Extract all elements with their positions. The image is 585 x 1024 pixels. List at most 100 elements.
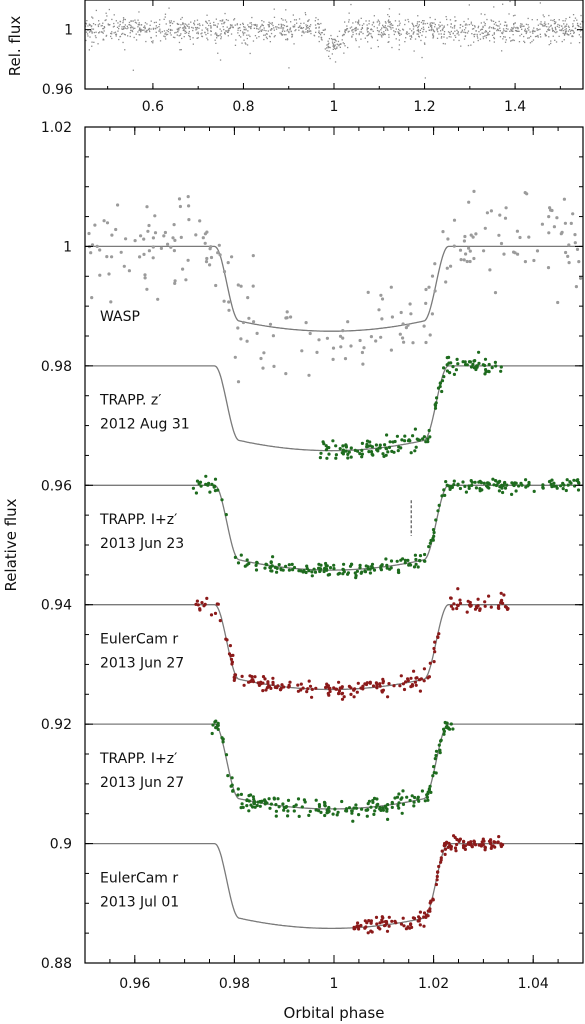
data-point: [353, 448, 357, 452]
top-data-point: [407, 18, 409, 21]
top-data-point: [347, 46, 349, 49]
top-data-point: [387, 20, 389, 22]
top-data-point: [387, 29, 389, 31]
data-point: [432, 530, 436, 535]
top-data-point: [421, 27, 423, 30]
data-point: [306, 687, 310, 691]
top-data-point: [132, 28, 134, 30]
top-data-point: [138, 29, 140, 31]
top-data-point: [124, 24, 126, 26]
top-data-point: [244, 26, 246, 28]
data-point: [561, 487, 565, 491]
data-point: [488, 268, 492, 272]
top-data-point: [493, 6, 495, 8]
data-point: [310, 570, 314, 574]
top-data-point: [506, 30, 508, 32]
data-point: [344, 809, 348, 813]
top-data-point: [404, 23, 406, 26]
top-data-point: [578, 42, 581, 44]
data-point: [381, 681, 385, 685]
top-data-point: [273, 29, 275, 31]
top-data-point: [315, 27, 317, 29]
top-data-point: [453, 39, 455, 41]
data-point: [409, 676, 413, 680]
top-data-point: [200, 33, 202, 35]
data-point: [318, 456, 322, 460]
top-data-point: [432, 34, 434, 36]
data-point: [398, 332, 402, 336]
series-label: TRAPP. z′: [99, 393, 161, 409]
top-data-point: [201, 32, 203, 34]
top-data-point: [124, 34, 126, 36]
top-data-point: [561, 25, 563, 27]
data-point: [402, 687, 407, 692]
top-data-point: [256, 37, 258, 39]
top-data-point: [408, 21, 410, 23]
data-point: [395, 795, 400, 799]
top-data-point: [476, 33, 478, 36]
data-point: [392, 684, 396, 688]
top-data-point: [188, 30, 190, 33]
data-point: [393, 919, 397, 923]
top-data-point: [473, 41, 475, 43]
top-data-point: [320, 36, 322, 39]
top-data-point: [431, 22, 433, 24]
top-data-point: [239, 23, 242, 26]
top-data-point: [558, 26, 560, 28]
data-point: [368, 571, 372, 575]
top-data-point: [355, 33, 358, 35]
data-point: [364, 682, 369, 687]
data-point: [413, 795, 417, 800]
data-point: [274, 803, 278, 807]
top-data-point: [581, 20, 583, 23]
data-point: [332, 563, 336, 567]
top-data-point: [308, 30, 310, 33]
top-data-point: [169, 22, 171, 24]
top-data-point: [492, 26, 495, 29]
top-data-point: [513, 23, 515, 25]
data-point: [514, 489, 518, 493]
top-data-point: [91, 16, 93, 18]
data-point: [424, 301, 428, 305]
top-data-point: [499, 30, 501, 32]
top-data-point: [470, 23, 472, 25]
data-point: [258, 799, 262, 804]
top-data-point: [89, 30, 92, 32]
top-data-point: [115, 20, 117, 22]
top-data-point: [307, 27, 309, 29]
top-data-point: [463, 20, 465, 23]
top-data-point: [572, 14, 575, 16]
top-data-point: [131, 30, 134, 33]
data-point: [272, 364, 276, 368]
top-data-point: [436, 37, 439, 39]
top-data-point: [164, 33, 166, 35]
top-data-point: [274, 35, 276, 37]
top-data-point: [226, 31, 229, 33]
top-data-point: [558, 24, 561, 26]
top-data-point: [132, 26, 134, 28]
top-data-point: [417, 28, 419, 31]
top-data-point: [304, 12, 306, 14]
data-point: [412, 669, 416, 673]
top-data-point: [450, 30, 452, 33]
data-point: [90, 296, 94, 300]
top-data-point: [121, 28, 123, 30]
data-point: [579, 276, 583, 280]
data-point: [138, 255, 142, 259]
top-data-point: [572, 25, 574, 27]
top-data-point: [163, 35, 165, 37]
data-point: [455, 606, 459, 611]
data-point: [184, 278, 188, 282]
data-point: [428, 435, 432, 439]
data-point: [467, 486, 471, 490]
top-data-point: [488, 33, 490, 36]
top-data-point: [293, 19, 296, 21]
data-point: [230, 662, 234, 666]
data-point: [202, 604, 206, 608]
data-point: [442, 375, 446, 379]
data-point: [468, 249, 472, 253]
data-point: [502, 252, 506, 256]
data-point: [346, 452, 350, 456]
top-data-point: [341, 35, 344, 37]
data-point: [483, 372, 487, 376]
